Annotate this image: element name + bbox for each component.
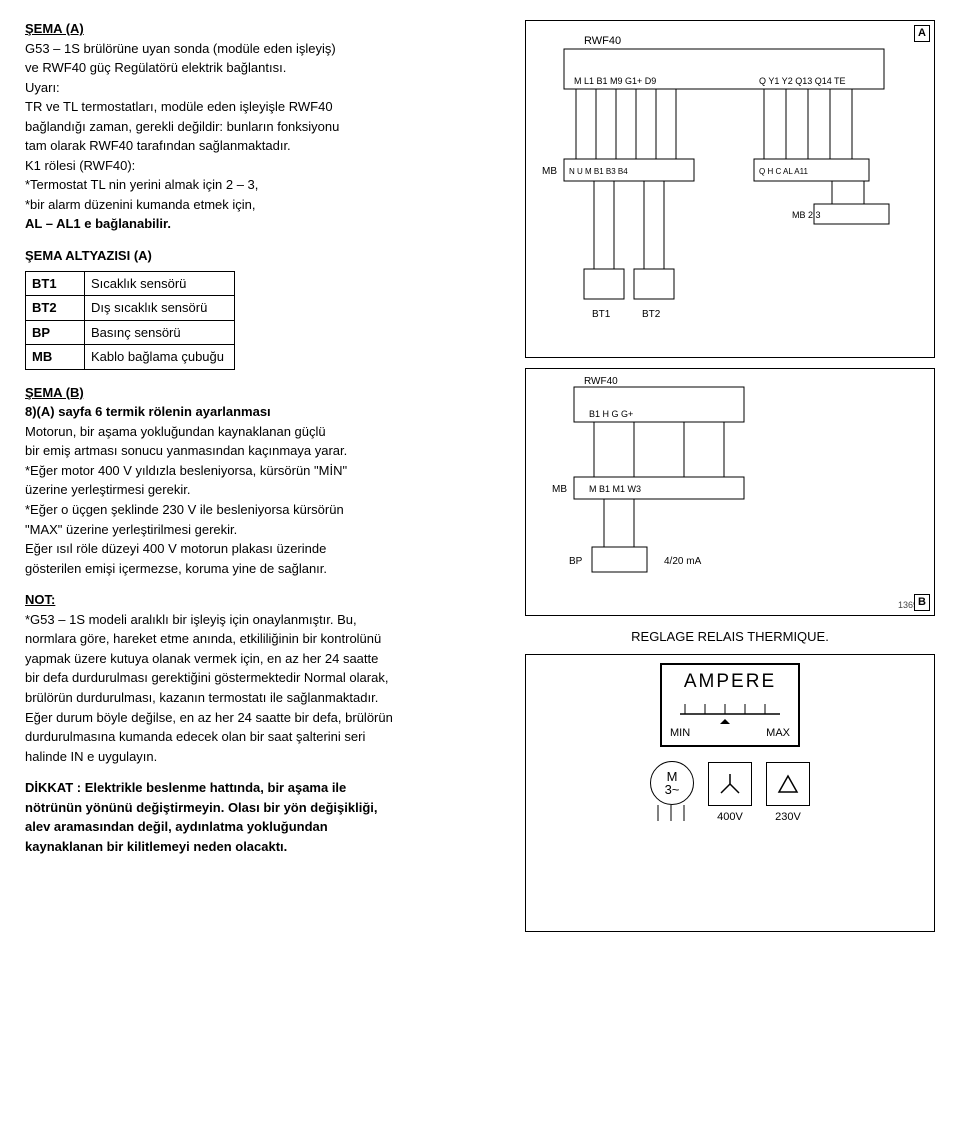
star-icon: [708, 762, 752, 806]
note-p: *G53 – 1S modeli aralıklı bir işleyiş iç…: [25, 611, 505, 629]
schema-b-p: "MAX" üzerine yerleştirilmesi gerekir.: [25, 521, 505, 539]
motor-leads-icon: [650, 805, 692, 825]
schema-b-p: bir emiş artması sonucu yanmasından kaçı…: [25, 442, 505, 460]
table-row: BP Basınç sensörü: [26, 320, 235, 345]
warning-p2: bağlandığı zaman, gerekli değildir: bunl…: [25, 118, 505, 136]
legend-code: MB: [26, 345, 85, 370]
rwf40-label: RWF40: [584, 35, 621, 47]
legend-table: BT1 Sıcaklık sensörü BT2 Dış sıcaklık se…: [25, 271, 235, 370]
schema-b-p: Motorun, bir aşama yokluğundan kaynaklan…: [25, 423, 505, 441]
table-row: MB Kablo bağlama çubuğu: [26, 345, 235, 370]
k1-p4: AL – AL1 e bağlanabilir.: [25, 215, 505, 233]
bp-value: 4/20 mA: [664, 556, 702, 567]
bt2-label: BT2: [642, 309, 661, 320]
attention-block: DİKKAT : Elektrikle beslenme hattında, b…: [25, 779, 505, 855]
schema-b-p: *Eğer o üçgen şeklinde 230 V ile besleni…: [25, 501, 505, 519]
delta-icon: [766, 762, 810, 806]
note-p: Eğer durum böyle değilse, en az her 24 s…: [25, 709, 505, 727]
legend-code: BT2: [26, 296, 85, 321]
note-p: bir defa durdurulması gerektiğini göster…: [25, 669, 505, 687]
schema-b-p: gösterilen emişi içermezse, koruma yine …: [25, 560, 505, 578]
ampere-scale-icon: [670, 694, 790, 724]
attention-label: DİKKAT :: [25, 780, 81, 795]
motor-symbol-row: M 3~ 400V: [534, 761, 926, 825]
altyazi-heading: ŞEMA ALTYAZISI (A): [25, 247, 505, 265]
schema-b-p: üzerine yerleştirmesi gerekir.: [25, 481, 505, 499]
max-label: MAX: [766, 726, 790, 741]
schema-b-heading: ŞEMA (B): [25, 384, 505, 402]
note-p: brülörün durdurulması, kazanın termostat…: [25, 689, 505, 707]
attention-lead: Elektrikle beslenme hattında, bir aşama …: [85, 780, 347, 795]
attention-p: alev aramasından değil, aydınlatma yoklu…: [25, 818, 505, 836]
ampere-box: AMPERE MIN MAX: [660, 663, 800, 747]
diagram-corner-label-b: B: [914, 594, 930, 611]
schema-a-line1: G53 – 1S brülörüne uyan sonda (modüle ed…: [25, 40, 505, 58]
table-row: BT1 Sıcaklık sensörü: [26, 271, 235, 296]
diagram-corner-label: A: [914, 25, 930, 42]
legend-desc: Kablo bağlama çubuğu: [85, 345, 235, 370]
legend-desc: Dış sıcaklık sensörü: [85, 296, 235, 321]
schema-a-block: ŞEMA (A) G53 – 1S brülörüne uyan sonda (…: [25, 20, 505, 233]
table-row: BT2 Dış sıcaklık sensörü: [26, 296, 235, 321]
diagram-b-svg: RWF40 B1 H G G+ MB M B1 M1 W3 BP 4/20 mA: [534, 377, 926, 587]
reglage-title: REGLAGE RELAIS THERMIQUE.: [525, 628, 935, 646]
diagram-a-svg: RWF40 M L1 B1 M9 G1+ D9 Q Y1 Y2 Q13 Q14 …: [534, 29, 926, 329]
legend-desc: Basınç sensörü: [85, 320, 235, 345]
k1-p1: K1 rölesi (RWF40):: [25, 157, 505, 175]
rwf40-terms-left: M L1 B1 M9 G1+ D9: [574, 76, 656, 86]
k1-p2: *Termostat TL nin yerini almak için 2 – …: [25, 176, 505, 194]
min-label: MIN: [670, 726, 690, 741]
rwf40-terms-right: Q Y1 Y2 Q13 Q14 TE: [759, 76, 846, 86]
mb-terms-b: M B1 M1 W3: [589, 484, 641, 494]
note-p: normlara göre, hareket etme anında, etki…: [25, 630, 505, 648]
warning-p3: tam olarak RWF40 tarafından sağlanmaktad…: [25, 137, 505, 155]
note-block: NOT: *G53 – 1S modeli aralıklı bir işley…: [25, 591, 505, 765]
rwf40-terms-b: B1 H G G+: [589, 409, 633, 419]
mb-label-left: MB: [542, 166, 557, 177]
motor-icon: M 3~: [650, 761, 694, 805]
mb-label-b: MB: [552, 484, 567, 495]
diagram-column: A RWF40 M L1 B1 M9 G1+ D9 Q Y1 Y2 Q13 Q1…: [525, 20, 935, 942]
motor-text: M 3~: [665, 770, 680, 796]
warning-label: Uyarı:: [25, 79, 505, 97]
attention-p: nötrünün yönünü değiştirmeyin. Olası bir…: [25, 799, 505, 817]
warning-p1: TR ve TL termostatları, modüle eden işle…: [25, 98, 505, 116]
wiring-diagram-a: A RWF40 M L1 B1 M9 G1+ D9 Q Y1 Y2 Q13 Q1…: [525, 20, 935, 358]
ampere-label: AMPERE: [670, 669, 790, 695]
legend-desc: Sıcaklık sensörü: [85, 271, 235, 296]
mb-terms-right: Q H C AL A11: [759, 167, 808, 176]
rwf40-label-b: RWF40: [584, 377, 618, 387]
attention-p: kaynaklanan bir kilitlemeyi neden olacak…: [25, 838, 505, 856]
schema-b-title: 8)(A) sayfa 6 termik rölenin ayarlanması: [25, 403, 505, 421]
voltage-230: 230V: [766, 810, 810, 825]
mb-terms-left: N U M B1 B3 B4: [569, 167, 628, 176]
k1-p3: *bir alarm düzenini kumanda etmek için,: [25, 196, 505, 214]
schema-b-p: *Eğer motor 400 V yıldızla besleniyorsa,…: [25, 462, 505, 480]
note-p: yapmak üzere kutuya olanak vermek için, …: [25, 650, 505, 668]
schema-b-block: ŞEMA (B) 8)(A) sayfa 6 termik rölenin ay…: [25, 384, 505, 577]
attention-line1: DİKKAT : Elektrikle beslenme hattında, b…: [25, 779, 505, 797]
legend-code: BP: [26, 320, 85, 345]
bt1-label: BT1: [592, 309, 611, 320]
thermal-relay-diagram: AMPERE MIN MAX: [525, 654, 935, 932]
text-column: ŞEMA (A) G53 – 1S brülörüne uyan sonda (…: [25, 20, 505, 942]
schema-a-heading: ŞEMA (A): [25, 20, 505, 38]
note-p: halinde IN e uygulayın.: [25, 748, 505, 766]
note-p: durdurulmasına kumanda edecek olan bir s…: [25, 728, 505, 746]
voltage-400: 400V: [708, 810, 752, 825]
schema-b-p: Eğer ısıl röle düzeyi 400 V motorun plak…: [25, 540, 505, 558]
note-heading: NOT:: [25, 591, 505, 609]
wiring-diagram-b: RWF40 B1 H G G+ MB M B1 M1 W3 BP 4/20 mA…: [525, 368, 935, 616]
schema-a-line2: ve RWF40 güç Regülatörü elektrik bağlant…: [25, 59, 505, 77]
legend-code: BT1: [26, 271, 85, 296]
bp-label: BP: [569, 556, 583, 567]
mb-right-23: MB 2 3: [792, 210, 821, 220]
